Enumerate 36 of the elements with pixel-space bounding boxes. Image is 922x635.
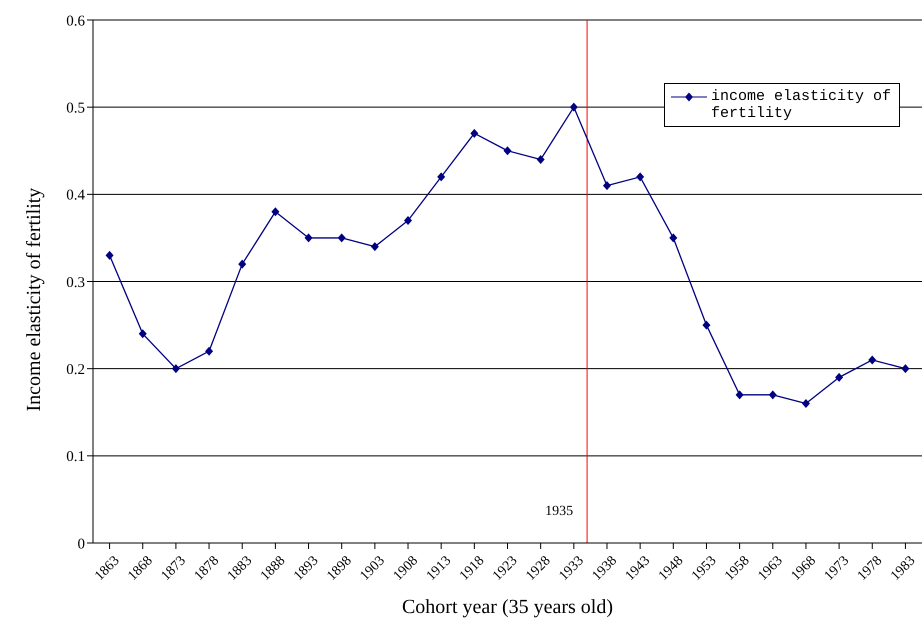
y-axis-title: Income elasticity of fertility: [23, 188, 46, 412]
point: [172, 364, 180, 374]
legend-label: income elasticity of fertility: [711, 88, 892, 122]
point: [702, 320, 710, 330]
x-axis-title: Cohort year (35 years old): [402, 596, 614, 618]
y-tick-label: 0.2: [66, 362, 85, 378]
point: [504, 146, 512, 156]
point: [238, 260, 246, 269]
point: [868, 355, 876, 364]
y-tick-label: 0.5: [66, 100, 85, 116]
point: [338, 233, 346, 242]
y-tick-label: 0: [78, 536, 85, 552]
point: [205, 346, 214, 356]
point: [106, 250, 114, 260]
ref-line-label: 1935: [545, 504, 574, 519]
y-tick-label: 0.4: [66, 188, 86, 204]
y-tick-label: 0.6: [66, 13, 86, 30]
point: [271, 207, 280, 216]
point: [370, 242, 379, 252]
point: [138, 329, 147, 338]
point: [304, 233, 313, 242]
point: [802, 399, 810, 408]
y-tick-label: 0.1: [66, 449, 85, 466]
point: [570, 102, 578, 112]
point: [636, 172, 644, 182]
point: [404, 216, 412, 225]
point: [901, 364, 910, 374]
point: [602, 181, 611, 190]
point: [470, 128, 478, 138]
point: [768, 390, 777, 400]
point: [736, 390, 744, 400]
point: [437, 172, 446, 182]
point: [835, 372, 844, 382]
point: [669, 233, 678, 242]
point: [536, 154, 545, 164]
y-tick-label: 0.3: [66, 274, 85, 291]
